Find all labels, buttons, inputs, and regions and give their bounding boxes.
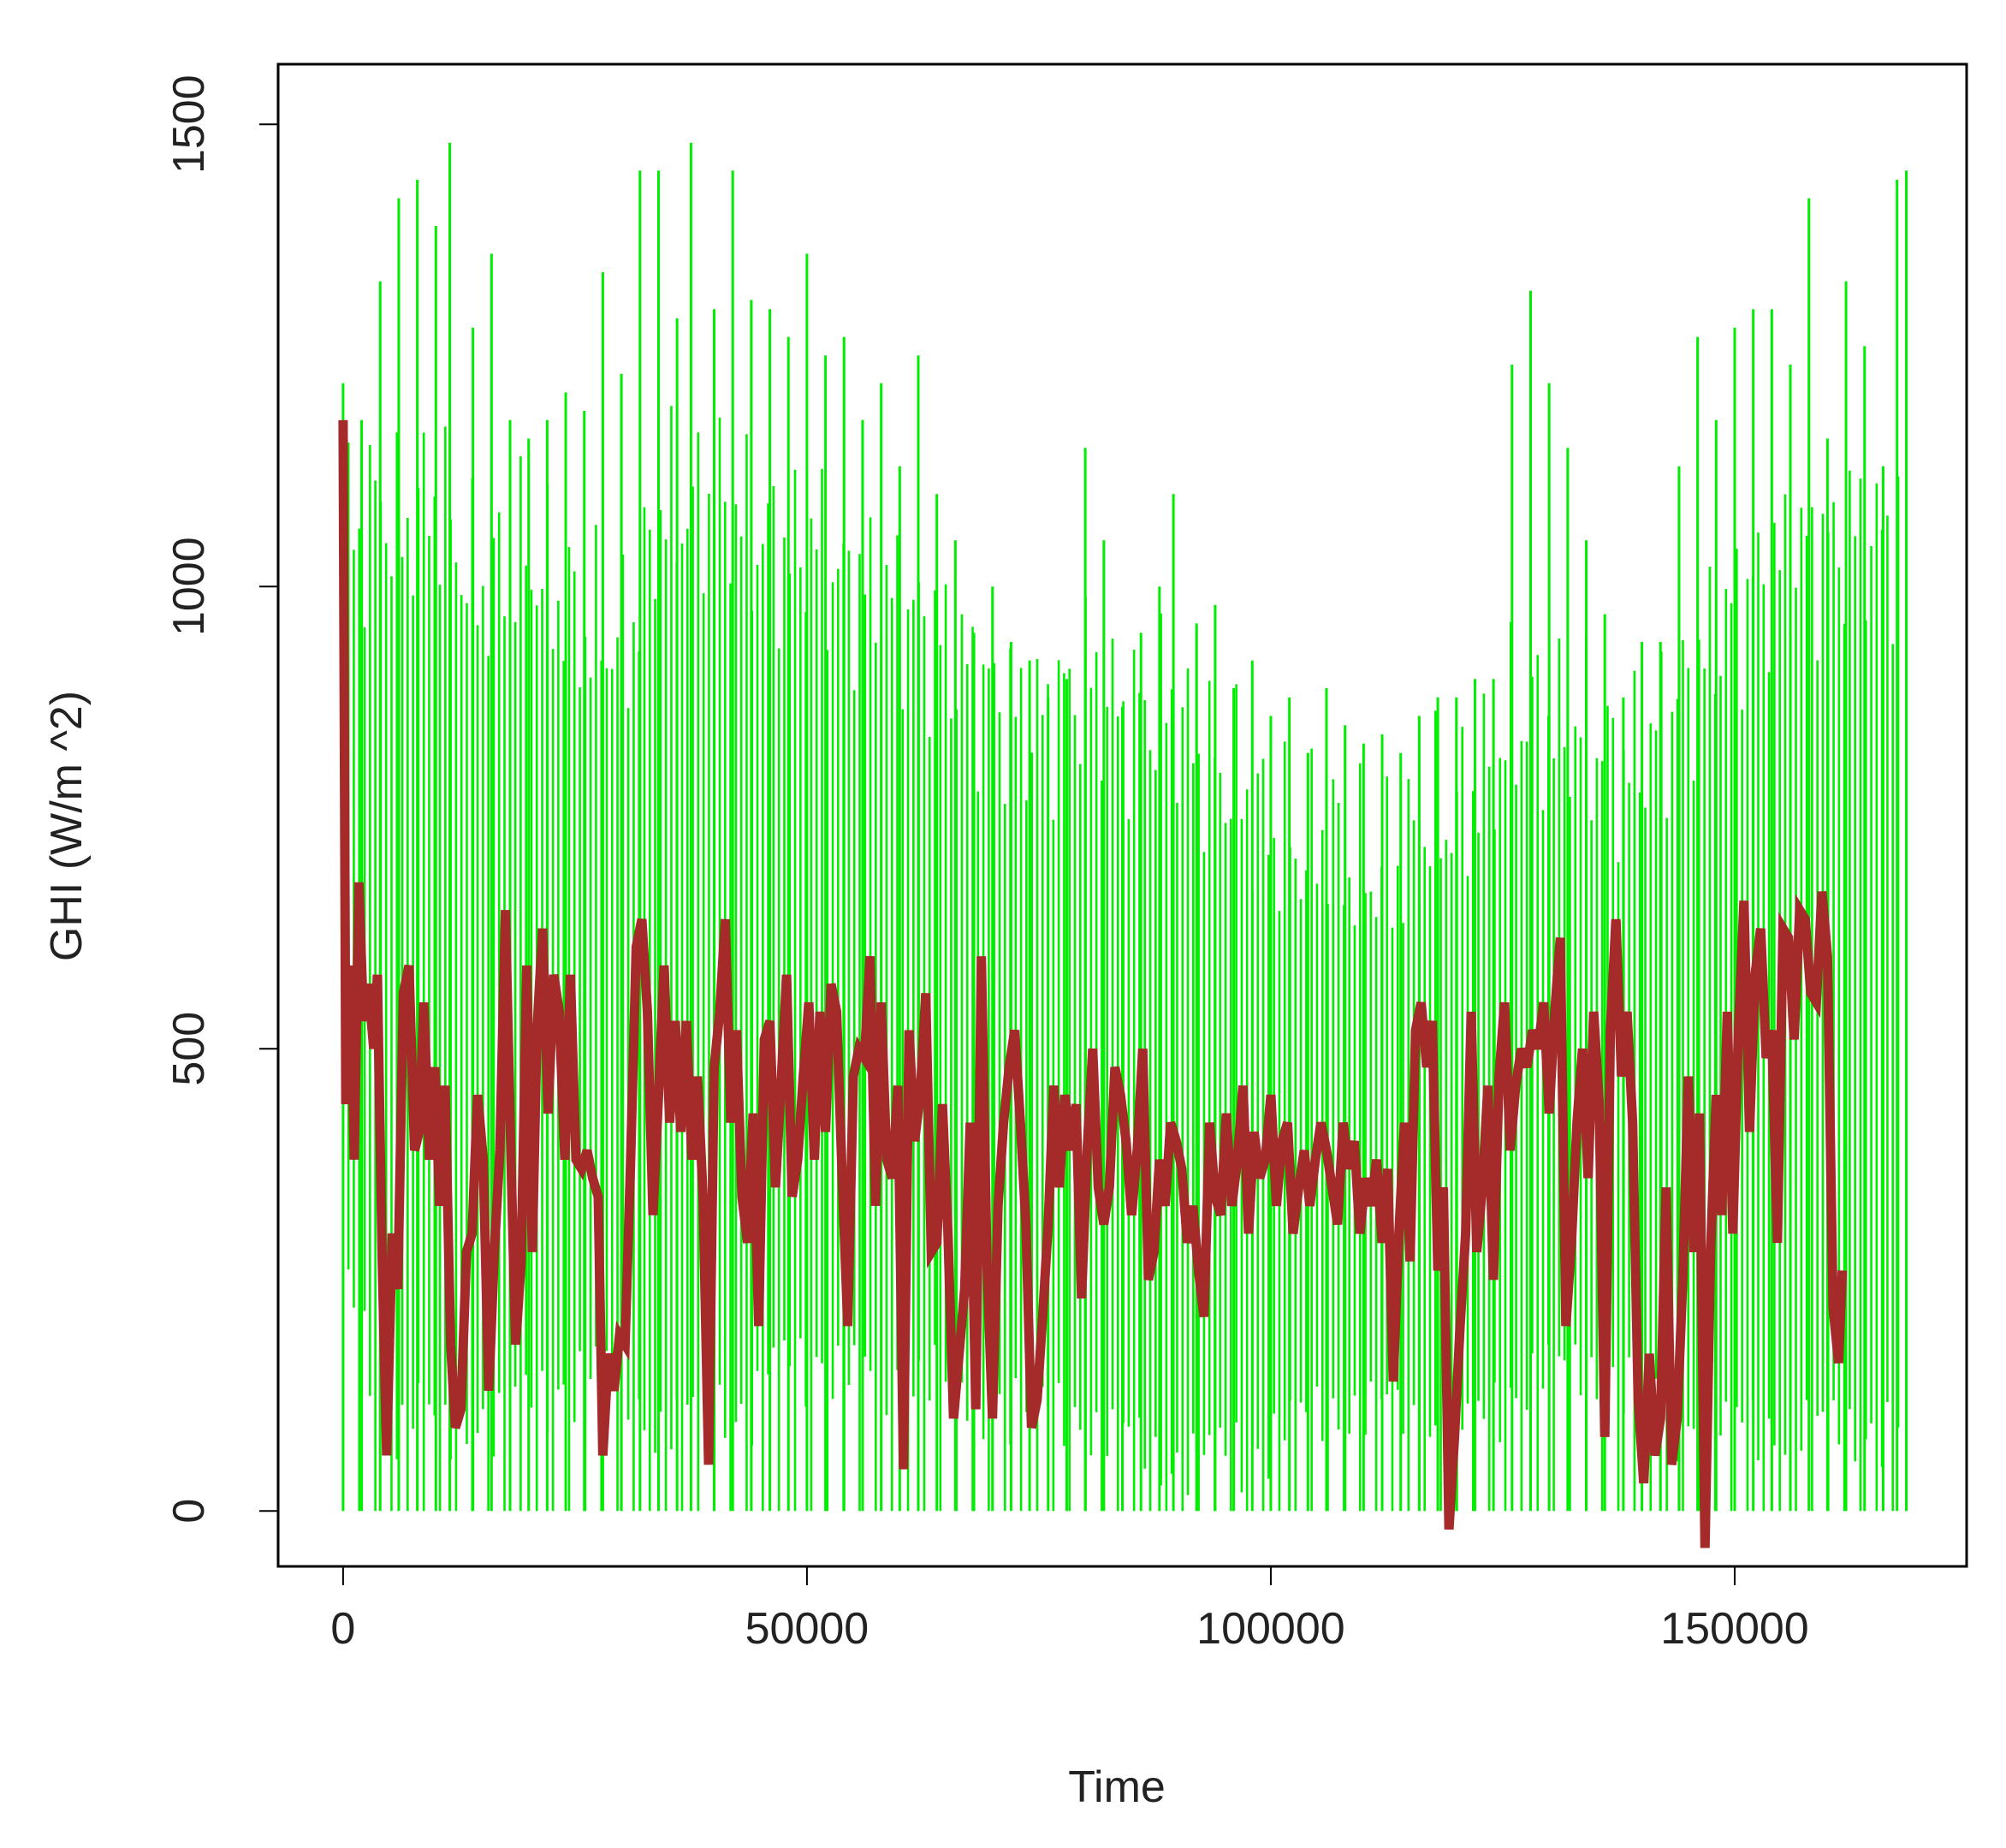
x-axis: 0 50000 100000 150000 Time [330, 1566, 1902, 1812]
x-tick-label: 0 [330, 1604, 355, 1654]
brown-line-path [338, 419, 1848, 1548]
x-axis-label: Time [1068, 1762, 1166, 1812]
y-ticks: 0 500 1000 1500 [164, 74, 279, 1524]
y-tick-label: 0 [164, 1499, 214, 1524]
brown-line-series [338, 419, 1848, 1548]
x-tick-label: 50000 [745, 1604, 869, 1654]
x-ticks: 0 50000 100000 150000 [330, 1566, 1809, 1654]
y-tick-label: 1500 [164, 74, 214, 174]
x-tick-label: 100000 [1196, 1604, 1345, 1654]
y-tick-label: 500 [164, 1012, 214, 1086]
y-tick-label: 1000 [164, 537, 214, 636]
x-tick-label: 150000 [1660, 1604, 1809, 1654]
y-axis: 0 500 1000 1500 GHI (W/m ^2) [42, 74, 279, 1524]
y-axis-label: GHI (W/m ^2) [42, 691, 92, 961]
